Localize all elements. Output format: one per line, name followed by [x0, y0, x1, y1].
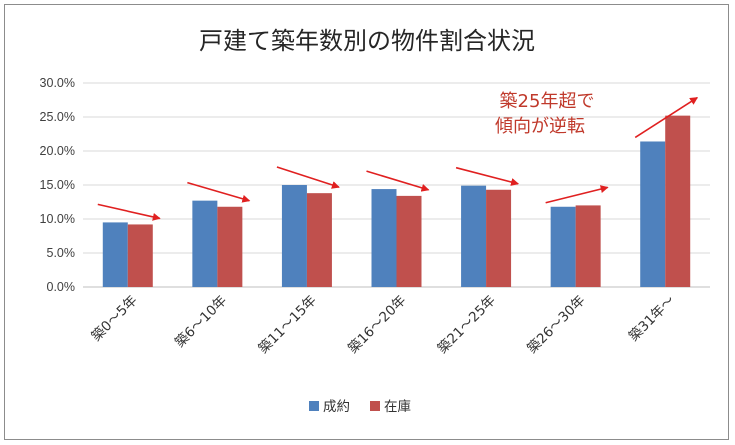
bar-成約-1	[192, 200, 218, 287]
bar-在庫-6	[665, 115, 691, 287]
bar-在庫-0	[127, 224, 153, 287]
category-label: 築11～15年	[256, 293, 320, 357]
trend-arrow	[366, 170, 430, 192]
legend-swatch-0	[309, 401, 319, 411]
trend-arrow	[455, 166, 520, 186]
trend-arrow	[187, 181, 251, 203]
chart-title: 戸建て築年数別の物件割合状況	[199, 27, 535, 55]
bars	[102, 115, 691, 287]
y-tick-label: 5.0%	[47, 246, 76, 260]
bar-在庫-1	[217, 206, 243, 287]
x-axis: 築0～5年 築6～10年 築11～15年 築16～20年 築21～25年 築26～30年築…	[89, 293, 679, 357]
bar-成約-0	[102, 222, 128, 287]
annotation: 築25年超で 傾向が逆転	[495, 91, 594, 137]
bar-chart: 戸建て築年数別の物件割合状況 0.0% 5.0% 10.0% 15.0% 20.0% 25…	[40, 27, 710, 415]
category-label: 築26～30年	[524, 293, 588, 357]
legend: 成約 在庫	[309, 399, 411, 415]
bar-在庫-3	[396, 195, 422, 287]
category-label: 築6～10年	[172, 293, 230, 351]
trend-arrow	[97, 203, 161, 221]
y-axis: 0.0% 5.0% 10.0% 15.0% 20.0% 25.0% 30.0%	[40, 76, 75, 294]
trend-arrow	[634, 96, 699, 139]
legend-label-0: 成約	[323, 399, 350, 415]
y-tick-label: 25.0%	[40, 110, 75, 124]
y-tick-label: 10.0%	[40, 212, 75, 226]
bar-成約-2	[281, 185, 307, 287]
bar-成約-5	[550, 206, 576, 287]
annotation-line-1: 築25年超で	[500, 91, 595, 112]
legend-label-1: 在庫	[384, 399, 411, 415]
y-tick-label: 15.0%	[40, 178, 75, 192]
category-label: 築0～5年	[89, 293, 141, 345]
chart-frame: 戸建て築年数別の物件割合状況 0.0% 5.0% 10.0% 15.0% 20.0% 25…	[4, 4, 729, 440]
trend-arrow	[545, 185, 609, 204]
bar-成約-4	[461, 185, 487, 287]
category-label: 築21～25年	[435, 293, 499, 357]
bar-成約-3	[371, 189, 397, 287]
y-tick-label: 30.0%	[40, 76, 75, 90]
category-label: 築31年～	[626, 293, 678, 345]
bar-在庫-5	[575, 205, 601, 287]
legend-swatch-1	[370, 401, 380, 411]
annotation-line-2: 傾向が逆転	[495, 116, 585, 137]
bar-成約-6	[640, 141, 666, 287]
y-tick-label: 0.0%	[47, 280, 76, 294]
y-tick-label: 20.0%	[40, 144, 75, 158]
category-label: 築16～20年	[345, 293, 409, 357]
bar-在庫-2	[306, 193, 332, 287]
bar-在庫-4	[486, 189, 512, 287]
trend-arrows	[97, 96, 699, 221]
trend-arrow	[276, 166, 340, 189]
